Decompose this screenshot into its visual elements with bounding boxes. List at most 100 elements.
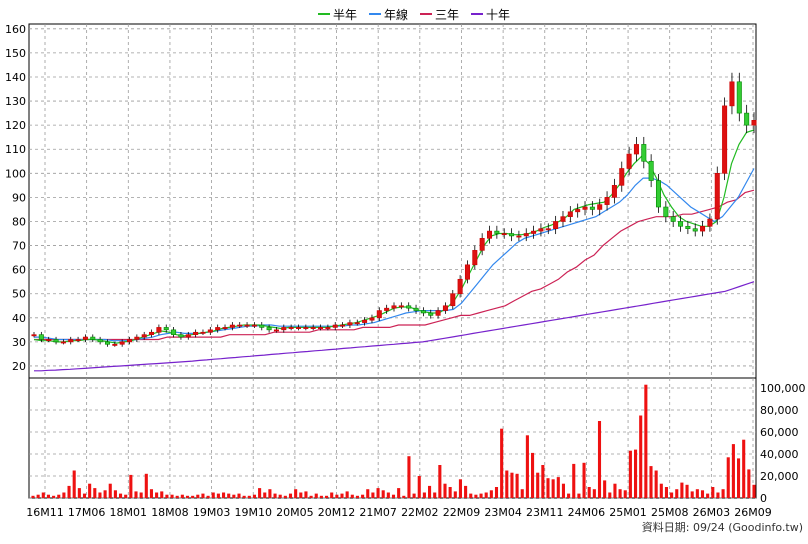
volume-bar [268, 489, 272, 498]
candle-body [295, 327, 301, 329]
candle-body [545, 228, 551, 231]
volume-bar [355, 495, 359, 498]
volume-bar [546, 478, 550, 498]
candle-body [119, 341, 125, 345]
volume-bar [119, 493, 123, 498]
volume-bar [726, 457, 730, 498]
volume-bar [335, 494, 339, 498]
candle-body [127, 339, 133, 343]
candle-body [464, 264, 470, 280]
time-tick-label: 22M02 [401, 506, 439, 519]
candle-body [406, 305, 412, 309]
price-tick-label: 70 [12, 240, 26, 253]
volume-bar [278, 494, 282, 498]
time-axis: 16M11 17M06 18M01 18M08 19M03 19M10 20M05 20M12… [26, 506, 772, 519]
candle-body [207, 329, 213, 333]
candle-body [362, 319, 368, 323]
volume-bar [737, 458, 741, 498]
volume-bar [62, 492, 66, 498]
candle-body [215, 327, 221, 331]
volume-bar [567, 493, 571, 498]
price-tick-label: 50 [12, 288, 26, 301]
candle-body [538, 228, 544, 232]
volume-bar [227, 493, 231, 498]
price-panel-frame [28, 23, 757, 379]
volume-bar [361, 494, 365, 498]
time-tick-label: 23M04 [484, 506, 522, 519]
price-tick-label: 130 [5, 95, 26, 108]
volume-bar [299, 492, 303, 498]
footer-text: 資料日期: 09/24 (Goodinfo.tw) [642, 520, 803, 534]
volume-bar [263, 492, 267, 498]
volume-bar [185, 495, 190, 498]
volume-bar [603, 480, 607, 498]
candle-body [46, 339, 52, 341]
volume-bar [283, 495, 287, 498]
candle-body [288, 327, 294, 329]
volume-bar [731, 444, 735, 498]
candle-body [354, 322, 360, 325]
candle-body [567, 211, 573, 217]
candle-body [369, 317, 375, 321]
grid [29, 24, 756, 499]
volume-bar [505, 470, 509, 498]
volume-bar [196, 494, 200, 498]
candle-body [229, 324, 235, 328]
legend-label-3: 十年 [486, 8, 510, 22]
candle-body [53, 339, 59, 343]
volume-bar [191, 495, 195, 498]
volume-bar [634, 449, 638, 498]
candle-body [31, 334, 37, 337]
volume-bar [237, 493, 241, 498]
price-axis: 160 150 140 130 120 110 100 90 80 70 60 50 40 30 20 [5, 23, 26, 373]
volume-bar [500, 428, 504, 498]
candle-body [318, 327, 324, 329]
volume-bar [402, 495, 406, 498]
volume-bar [93, 488, 97, 498]
volume-bar [561, 483, 565, 498]
candle-body [376, 310, 382, 319]
volume-bar [77, 488, 81, 498]
candle-body [626, 153, 632, 169]
volume-tick-label: 0 [760, 492, 767, 505]
volume-bar [252, 494, 256, 498]
candle-body [722, 105, 728, 174]
candle-body [494, 230, 500, 234]
candle-body [340, 324, 346, 327]
volume-bar [340, 493, 344, 498]
volume-bar [510, 472, 514, 498]
candle-body [472, 250, 478, 266]
volume-bar [644, 384, 648, 498]
volume-bar [752, 484, 756, 498]
volume-bars [31, 384, 756, 498]
candle-body [611, 185, 617, 198]
volume-bar [685, 484, 689, 498]
candle-body [450, 293, 456, 307]
ma-year-line [34, 168, 755, 342]
price-tick-label: 40 [12, 312, 26, 325]
volume-bar [577, 493, 581, 498]
volume-bar [711, 487, 715, 498]
volume-bar [556, 477, 560, 498]
volume-bar [345, 491, 349, 498]
volume-bar [82, 493, 87, 498]
volume-bar [469, 493, 473, 498]
candle-body [112, 343, 118, 346]
candle-body [604, 197, 610, 205]
volume-bar [46, 494, 50, 498]
candle-body [273, 329, 279, 332]
candle-body [68, 339, 74, 343]
candle-body [655, 180, 661, 208]
volume-bar [201, 493, 205, 498]
time-tick-label: 20M12 [318, 506, 356, 519]
candle-body [663, 206, 669, 217]
candle-body [310, 327, 316, 329]
volume-bar [407, 456, 411, 498]
volume-tick-label: 100,000 [760, 382, 806, 395]
volume-bar [494, 487, 499, 498]
volume-bar [422, 492, 426, 498]
time-tick-label: 25M01 [609, 506, 647, 519]
candle-body [134, 336, 140, 340]
volume-bar [294, 489, 298, 498]
volume-bar [659, 483, 663, 498]
